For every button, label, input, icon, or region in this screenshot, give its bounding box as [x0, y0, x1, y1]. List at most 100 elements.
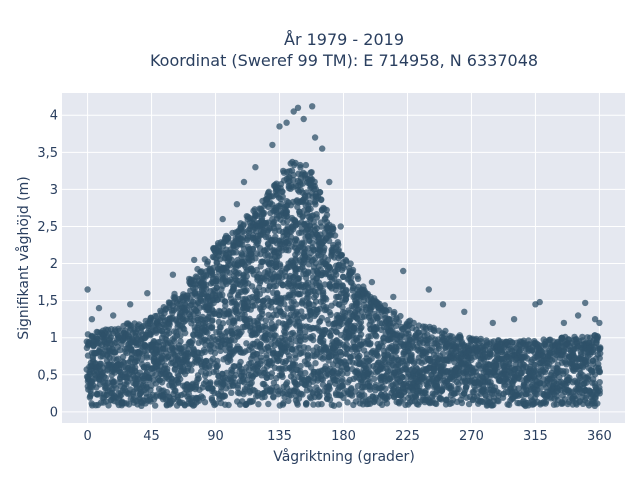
- data-point: [408, 351, 415, 358]
- data-point: [209, 323, 216, 331]
- data-point: [482, 391, 489, 399]
- y-tick-label: 0: [50, 405, 58, 420]
- data-point: [368, 355, 375, 362]
- data-point: [398, 374, 406, 381]
- data-point: [297, 290, 304, 298]
- data-point: [371, 396, 379, 403]
- data-point: [204, 258, 211, 265]
- data-point: [127, 301, 134, 308]
- data-point: [214, 296, 221, 304]
- data-point: [288, 341, 295, 348]
- data-point: [356, 352, 363, 360]
- data-point: [116, 378, 124, 386]
- data-point: [179, 324, 187, 332]
- data-point: [311, 134, 319, 141]
- data-point: [222, 302, 229, 309]
- data-point: [307, 174, 314, 181]
- data-point: [152, 402, 159, 409]
- data-point: [440, 361, 447, 369]
- data-point: [593, 336, 601, 343]
- data-point: [111, 382, 118, 389]
- data-point: [200, 346, 208, 354]
- data-point: [448, 399, 455, 407]
- y-tick-labels: 00,511,522,533,54: [37, 109, 58, 421]
- data-point: [279, 193, 286, 200]
- data-point: [216, 312, 223, 319]
- data-point: [277, 263, 284, 270]
- y-tick-label: 4: [50, 109, 58, 124]
- data-point: [411, 358, 418, 365]
- data-point: [416, 382, 423, 389]
- data-point: [320, 337, 327, 344]
- data-point: [358, 324, 365, 331]
- data-point: [253, 350, 260, 358]
- data-point: [292, 235, 300, 243]
- data-point: [490, 401, 497, 409]
- data-point: [341, 359, 348, 366]
- data-point: [472, 386, 479, 393]
- data-point: [258, 357, 265, 365]
- data-point: [311, 178, 318, 186]
- data-point: [596, 379, 603, 386]
- x-tick-label: 315: [523, 429, 548, 444]
- data-point: [249, 397, 257, 405]
- data-point: [323, 296, 330, 303]
- data-point: [198, 368, 205, 375]
- data-point: [177, 338, 184, 345]
- data-point: [318, 400, 325, 408]
- data-point: [307, 205, 314, 213]
- data-point: [488, 351, 495, 358]
- data-point: [230, 285, 238, 292]
- data-point: [297, 164, 304, 171]
- x-tick-label: 0: [83, 429, 91, 444]
- data-point: [191, 256, 198, 264]
- data-point: [329, 223, 336, 230]
- data-point: [293, 301, 300, 308]
- data-point: [463, 382, 470, 389]
- data-point: [591, 316, 599, 323]
- x-tick-label: 90: [207, 429, 224, 444]
- data-point: [321, 281, 329, 288]
- data-point: [210, 264, 217, 272]
- data-point: [252, 164, 259, 171]
- data-point: [371, 375, 378, 383]
- data-point: [164, 365, 171, 372]
- data-point: [326, 385, 333, 392]
- data-point: [207, 379, 214, 386]
- data-point: [88, 316, 96, 323]
- data-point: [372, 331, 379, 339]
- data-point: [355, 299, 362, 306]
- data-point: [254, 297, 262, 304]
- data-point: [309, 239, 316, 246]
- data-point: [226, 342, 234, 349]
- data-point: [212, 400, 219, 407]
- data-point: [594, 400, 601, 407]
- data-point: [285, 397, 292, 405]
- data-point: [533, 391, 541, 398]
- data-point: [248, 379, 255, 387]
- data-point: [342, 256, 349, 264]
- data-point: [313, 214, 320, 221]
- data-point: [349, 268, 356, 276]
- data-point: [168, 397, 176, 405]
- data-point: [310, 336, 317, 344]
- data-point: [343, 291, 351, 299]
- data-point: [125, 401, 133, 408]
- data-point: [115, 355, 122, 362]
- data-point: [437, 395, 444, 402]
- data-point: [292, 159, 299, 167]
- data-point: [589, 348, 597, 356]
- data-point: [217, 347, 224, 354]
- data-point: [516, 347, 523, 355]
- data-point: [297, 362, 304, 370]
- data-point: [296, 337, 303, 344]
- data-point: [264, 286, 272, 294]
- data-point: [88, 390, 95, 398]
- x-tick-label: 45: [143, 429, 160, 444]
- data-point: [262, 325, 270, 332]
- data-point: [310, 246, 317, 253]
- data-point: [223, 369, 230, 376]
- data-point: [259, 310, 266, 318]
- data-point: [227, 357, 234, 364]
- data-point: [582, 299, 589, 307]
